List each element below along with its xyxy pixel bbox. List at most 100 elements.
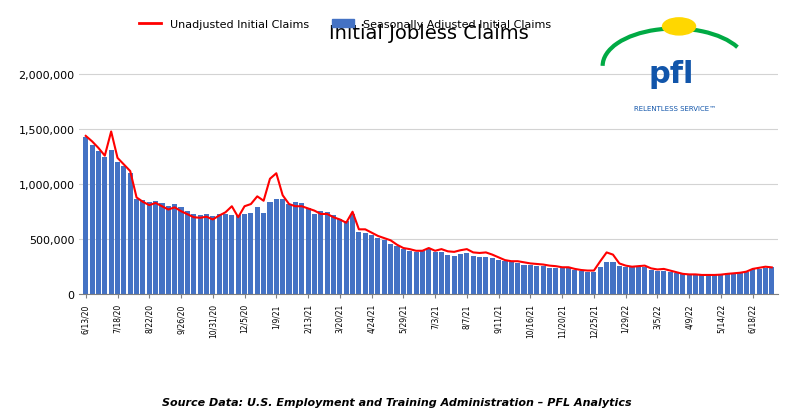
Text: Source Data: U.S. Employment and Training Administration – PFL Analytics: Source Data: U.S. Employment and Trainin… xyxy=(162,397,632,407)
Bar xyxy=(572,270,577,294)
Bar xyxy=(592,272,596,294)
Bar xyxy=(306,209,310,294)
Bar xyxy=(369,235,374,294)
Text: RELENTLESS SERVICE™: RELENTLESS SERVICE™ xyxy=(634,106,716,112)
Bar xyxy=(363,233,368,294)
Bar xyxy=(439,253,444,294)
Bar xyxy=(420,252,425,294)
Bar xyxy=(484,258,488,294)
Bar xyxy=(496,261,501,294)
Bar xyxy=(668,272,673,294)
Bar xyxy=(280,199,285,294)
Bar xyxy=(503,262,507,294)
Bar xyxy=(236,216,241,294)
Bar xyxy=(731,273,736,294)
Bar xyxy=(712,274,717,294)
Bar xyxy=(109,151,114,294)
Bar xyxy=(166,207,171,294)
Bar xyxy=(83,138,88,294)
Bar xyxy=(458,254,463,294)
Bar xyxy=(522,265,526,294)
Bar xyxy=(661,271,666,294)
Bar xyxy=(414,253,418,294)
Bar xyxy=(490,258,495,294)
Bar xyxy=(464,253,469,294)
Bar xyxy=(553,268,558,294)
Bar xyxy=(649,270,653,294)
Bar xyxy=(261,213,266,294)
Bar xyxy=(242,214,247,294)
Bar xyxy=(725,274,730,294)
Bar xyxy=(147,203,152,294)
Bar xyxy=(318,211,323,294)
Bar xyxy=(738,272,742,294)
Bar xyxy=(179,208,183,294)
Bar xyxy=(185,211,190,294)
Bar xyxy=(471,256,476,294)
Bar xyxy=(426,249,431,294)
Bar xyxy=(191,214,196,294)
Bar xyxy=(655,272,660,294)
Bar xyxy=(134,199,139,294)
Bar xyxy=(534,266,539,294)
Bar xyxy=(102,157,107,294)
Title: Initial Jobless Claims: Initial Jobless Claims xyxy=(329,25,529,43)
Bar xyxy=(757,269,761,294)
Bar xyxy=(560,269,565,294)
Bar xyxy=(287,204,291,294)
Bar xyxy=(509,263,514,294)
Bar xyxy=(680,274,685,294)
Bar xyxy=(299,203,304,294)
Bar xyxy=(325,212,330,294)
Bar xyxy=(445,255,450,294)
Bar xyxy=(210,217,215,294)
Bar xyxy=(293,202,298,294)
Bar xyxy=(115,163,120,294)
Bar xyxy=(153,202,158,294)
Bar xyxy=(528,265,533,294)
Bar xyxy=(700,274,704,294)
Bar xyxy=(630,267,634,294)
Bar xyxy=(274,199,279,294)
Circle shape xyxy=(662,19,696,36)
Bar xyxy=(268,202,272,294)
Bar xyxy=(617,266,622,294)
Bar xyxy=(585,272,590,294)
Bar xyxy=(223,214,228,294)
Bar xyxy=(744,272,749,294)
Bar xyxy=(382,241,387,294)
Legend: Unadjusted Initial Claims, Seasonally Adjusted Initial Claims: Unadjusted Initial Claims, Seasonally Ad… xyxy=(135,15,555,34)
Bar xyxy=(769,268,774,294)
Text: pfl: pfl xyxy=(648,60,693,89)
Bar xyxy=(128,173,133,294)
Bar xyxy=(547,268,552,294)
Bar xyxy=(452,256,457,294)
Bar xyxy=(255,208,260,294)
Bar xyxy=(249,213,253,294)
Bar xyxy=(331,216,336,294)
Bar xyxy=(693,274,698,294)
Bar xyxy=(337,220,342,294)
Bar xyxy=(623,267,628,294)
Bar xyxy=(344,221,349,294)
Bar xyxy=(395,246,399,294)
Bar xyxy=(229,216,234,294)
Bar xyxy=(141,200,145,294)
Bar xyxy=(750,269,755,294)
Bar xyxy=(687,275,692,294)
Bar xyxy=(604,263,609,294)
Bar xyxy=(515,263,520,294)
Bar xyxy=(611,263,615,294)
Bar xyxy=(376,238,380,294)
Bar xyxy=(541,267,545,294)
Bar xyxy=(312,214,317,294)
Bar xyxy=(172,204,177,294)
Bar xyxy=(407,252,412,294)
Bar xyxy=(706,274,711,294)
Bar xyxy=(566,269,571,294)
Bar xyxy=(674,273,679,294)
Bar xyxy=(598,267,603,294)
Bar xyxy=(96,152,101,294)
Bar xyxy=(388,244,393,294)
Bar xyxy=(160,203,164,294)
